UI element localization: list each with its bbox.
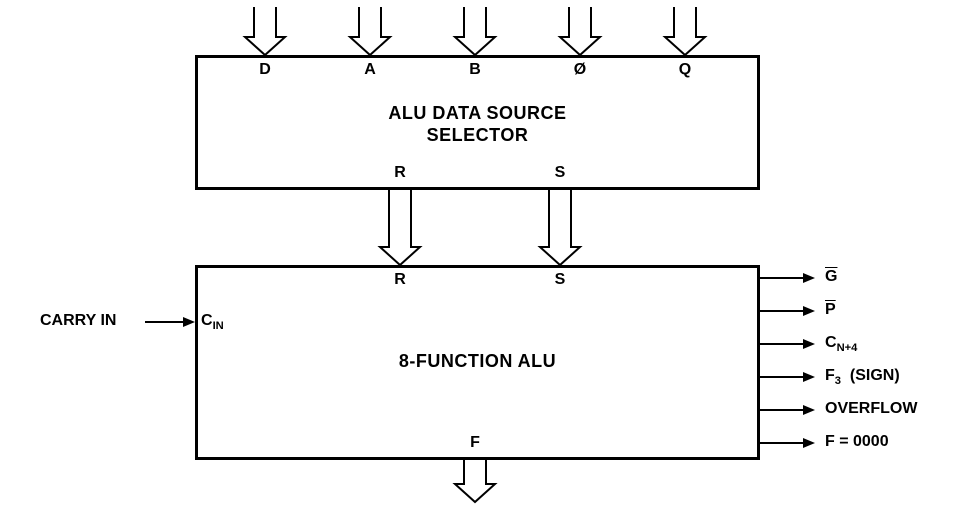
- alu-output-Cn4: CN+4: [825, 334, 857, 354]
- alu-output-OVF: OVERFLOW: [825, 400, 917, 418]
- selector-input-Q: Q: [670, 61, 700, 79]
- cin-port: CIN: [201, 312, 251, 332]
- selector-title-line1: ALU DATA SOURCE: [195, 103, 760, 124]
- selector-title-line2: SELECTOR: [195, 125, 760, 146]
- alu-output-Fzero: F = 0000: [825, 433, 889, 451]
- carry-in-label: CARRY IN: [40, 312, 116, 330]
- selector-output-R: R: [385, 164, 415, 182]
- selector-input-A: A: [355, 61, 385, 79]
- selector-input-B: B: [460, 61, 490, 79]
- alu-output-F3: F3 (SIGN): [825, 367, 900, 387]
- alu-input-S: S: [545, 271, 575, 289]
- alu-title: 8-FUNCTION ALU: [195, 351, 760, 372]
- alu-output-P: P: [825, 301, 836, 319]
- selector-input-D: D: [250, 61, 280, 79]
- alu-output-G: G: [825, 268, 837, 286]
- alu-output-bottom-F: F: [460, 434, 490, 452]
- alu-input-R: R: [385, 271, 415, 289]
- selector-output-S: S: [545, 164, 575, 182]
- selector-input-zero: Ø: [565, 61, 595, 79]
